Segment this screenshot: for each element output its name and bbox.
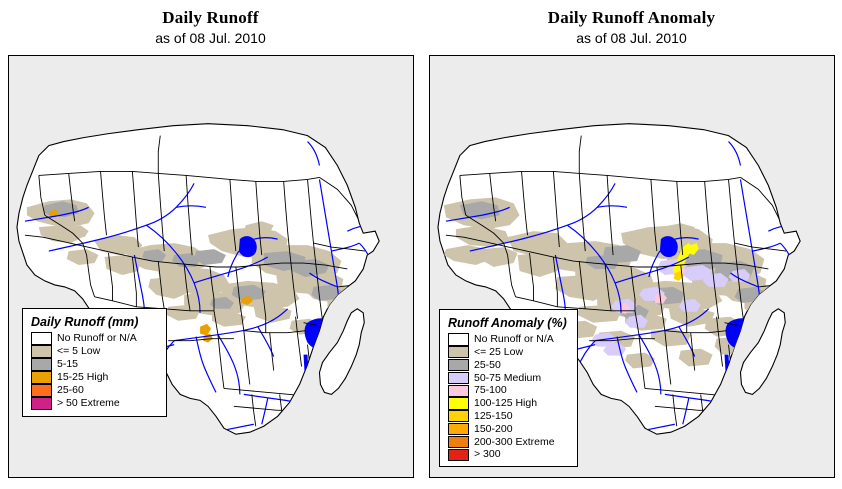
legend-row: 5-15 bbox=[31, 358, 160, 371]
legend-label: 5-15 bbox=[57, 358, 79, 371]
legend-label: No Runoff or N/A bbox=[57, 332, 137, 345]
legend-swatch bbox=[448, 371, 469, 384]
legend-label: <= 5 Low bbox=[57, 345, 101, 358]
legend-label: <= 25 Low bbox=[474, 345, 524, 358]
legend-swatch bbox=[448, 397, 469, 410]
legend-row: 25-50 bbox=[448, 358, 571, 372]
legend-swatch bbox=[31, 397, 52, 410]
legend-row: > 300 bbox=[448, 448, 571, 461]
legend-row: 150-200 bbox=[448, 422, 571, 436]
legend-row: <= 25 Low bbox=[448, 346, 571, 359]
legend-row: > 50 Extreme bbox=[31, 397, 160, 410]
legend-swatch bbox=[31, 371, 52, 384]
legend-row: 125-150 bbox=[448, 410, 571, 423]
page-title-left: Daily Runoff bbox=[162, 8, 259, 27]
legend-row: 100-125 High bbox=[448, 397, 571, 410]
legend-title: Daily Runoff (mm) bbox=[31, 315, 139, 329]
legend-row: 15-25 High bbox=[31, 371, 160, 384]
legend-swatch bbox=[448, 358, 469, 372]
legend-swatch bbox=[448, 435, 469, 448]
legend-swatch bbox=[31, 358, 52, 371]
legend-swatch bbox=[448, 422, 469, 436]
legend-label: 50-75 Medium bbox=[474, 371, 542, 384]
legend-swatch bbox=[31, 384, 52, 397]
legend-label: > 50 Extreme bbox=[57, 397, 120, 410]
legend-label: 125-150 bbox=[474, 409, 513, 422]
legend-label: 150-200 bbox=[474, 422, 513, 435]
legend-swatch bbox=[31, 332, 52, 345]
legend-label: 25-60 bbox=[57, 384, 84, 397]
panel-daily-runoff-anomaly: Daily Runoff Anomaly as of 08 Jul. 2010 bbox=[421, 0, 842, 489]
legend-row: No Runoff or N/A bbox=[31, 332, 160, 345]
legend-label: 200-300 Extreme bbox=[474, 435, 555, 448]
legend-daily-runoff: Daily Runoff (mm) No Runoff or N/A <= 5 … bbox=[22, 308, 167, 417]
legend-swatch bbox=[448, 384, 469, 397]
map-daily-runoff-anomaly[interactable] bbox=[429, 55, 835, 478]
legend-swatch bbox=[448, 333, 469, 346]
legend-row: No Runoff or N/A bbox=[448, 333, 571, 346]
legend-label: 15-25 High bbox=[57, 371, 109, 384]
legend-label: No Runoff or N/A bbox=[474, 333, 554, 346]
legend-swatch bbox=[448, 410, 469, 423]
panel-daily-runoff: Daily Runoff as of 08 Jul. 2010 bbox=[8, 8, 414, 478]
legend-row: 25-60 bbox=[31, 384, 160, 397]
legend-swatch bbox=[448, 448, 469, 461]
page-subtitle-left: as of 08 Jul. 2010 bbox=[155, 30, 266, 46]
legend-swatch bbox=[31, 345, 52, 358]
legend-row: 200-300 Extreme bbox=[448, 435, 571, 448]
lake-chad bbox=[659, 236, 678, 258]
legend-swatch bbox=[448, 346, 469, 359]
page-subtitle-right: as of 08 Jul. 2010 bbox=[576, 30, 687, 46]
anomaly-shading-layer bbox=[443, 197, 797, 369]
legend-row: 75-100 bbox=[448, 384, 571, 397]
legend-label: 25-50 bbox=[474, 358, 501, 371]
map-svg-right bbox=[430, 56, 834, 477]
legend-row: 50-75 Medium bbox=[448, 371, 571, 384]
legend-label: 75-100 bbox=[474, 384, 507, 397]
legend-label: 100-125 High bbox=[474, 397, 538, 410]
legend-label: > 300 bbox=[474, 448, 501, 461]
page-title-right: Daily Runoff Anomaly bbox=[547, 8, 716, 27]
madagascar bbox=[739, 308, 786, 395]
madagascar bbox=[318, 308, 365, 395]
legend-title: Runoff Anomaly (%) bbox=[448, 316, 567, 331]
legend-row: <= 5 Low bbox=[31, 345, 160, 358]
legend-runoff-anomaly: Runoff Anomaly (%) No Runoff or N/A <= 2… bbox=[439, 309, 578, 467]
